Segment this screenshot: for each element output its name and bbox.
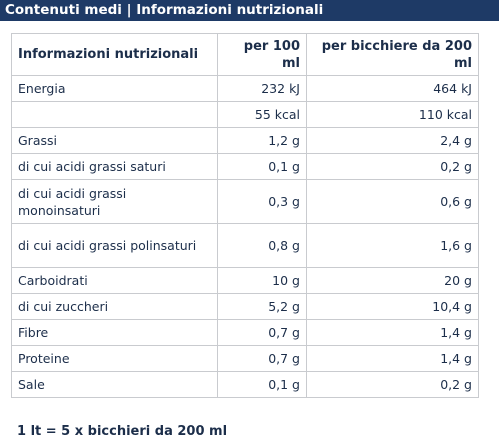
nutrient-label: di cui acidi grassi polinsaturi <box>11 223 218 268</box>
section-header: Contenuti medi | Informazioni nutriziona… <box>0 0 499 21</box>
value-per-glass: 110 kcal <box>306 101 479 128</box>
value-per-100ml: 0,3 g <box>217 179 307 224</box>
value-per-glass: 0,6 g <box>306 179 479 224</box>
value-per-100ml: 55 kcal <box>217 101 307 128</box>
nutrient-label: Proteine <box>11 345 218 372</box>
table-header-row: Informazioni nutrizionali per 100 ml per… <box>11 33 479 76</box>
column-header-per-glass: per bicchiere da 200 ml <box>306 33 479 76</box>
table-row: Energia 232 kJ 464 kJ <box>11 75 479 102</box>
column-header-per-100ml: per 100 ml <box>217 33 307 76</box>
value-per-100ml: 0,7 g <box>217 345 307 372</box>
table-row: di cui zuccheri 5,2 g 10,4 g <box>11 293 479 320</box>
value-per-glass: 20 g <box>306 267 479 294</box>
table-row: di cui acidi grassi polinsaturi 0,8 g 1,6 … <box>11 223 479 268</box>
value-per-glass: 2,4 g <box>306 127 479 154</box>
nutrient-label: Sale <box>11 371 218 398</box>
value-per-glass: 10,4 g <box>306 293 479 320</box>
table-row: Proteine 0,7 g 1,4 g <box>11 345 479 372</box>
table-row: Grassi 1,2 g 2,4 g <box>11 127 479 154</box>
value-per-glass: 1,4 g <box>306 345 479 372</box>
nutrition-table: Informazioni nutrizionali per 100 ml per… <box>11 33 479 398</box>
value-per-glass: 1,6 g <box>306 223 479 268</box>
column-header-nutrient: Informazioni nutrizionali <box>11 33 218 76</box>
nutrient-label: Grassi <box>11 127 218 154</box>
value-per-glass: 1,4 g <box>306 319 479 346</box>
value-per-100ml: 10 g <box>217 267 307 294</box>
nutrient-label: Energia <box>11 75 218 102</box>
nutrient-label <box>11 101 218 128</box>
value-per-glass: 0,2 g <box>306 153 479 180</box>
value-per-100ml: 5,2 g <box>217 293 307 320</box>
value-per-100ml: 0,8 g <box>217 223 307 268</box>
nutrient-label: di cui acidi grassi monoinsaturi <box>11 179 218 224</box>
value-per-glass: 0,2 g <box>306 371 479 398</box>
table-row: 55 kcal 110 kcal <box>11 101 479 128</box>
nutrient-label: di cui zuccheri <box>11 293 218 320</box>
value-per-glass: 464 kJ <box>306 75 479 102</box>
table-row: Carboidrati 10 g 20 g <box>11 267 479 294</box>
nutrient-label: Carboidrati <box>11 267 218 294</box>
value-per-100ml: 0,1 g <box>217 371 307 398</box>
value-per-100ml: 1,2 g <box>217 127 307 154</box>
table-row: di cui acidi grassi monoinsaturi 0,3 g 0,6… <box>11 179 479 224</box>
value-per-100ml: 0,7 g <box>217 319 307 346</box>
nutrient-label: di cui acidi grassi saturi <box>11 153 218 180</box>
table-row: Fibre 0,7 g 1,4 g <box>11 319 479 346</box>
table-row: Sale 0,1 g 0,2 g <box>11 371 479 398</box>
value-per-100ml: 232 kJ <box>217 75 307 102</box>
conversion-note: 1 lt = 5 x bicchieri da 200 ml <box>17 424 228 439</box>
table-row: di cui acidi grassi saturi 0,1 g 0,2 g <box>11 153 479 180</box>
value-per-100ml: 0,1 g <box>217 153 307 180</box>
nutrient-label: Fibre <box>11 319 218 346</box>
